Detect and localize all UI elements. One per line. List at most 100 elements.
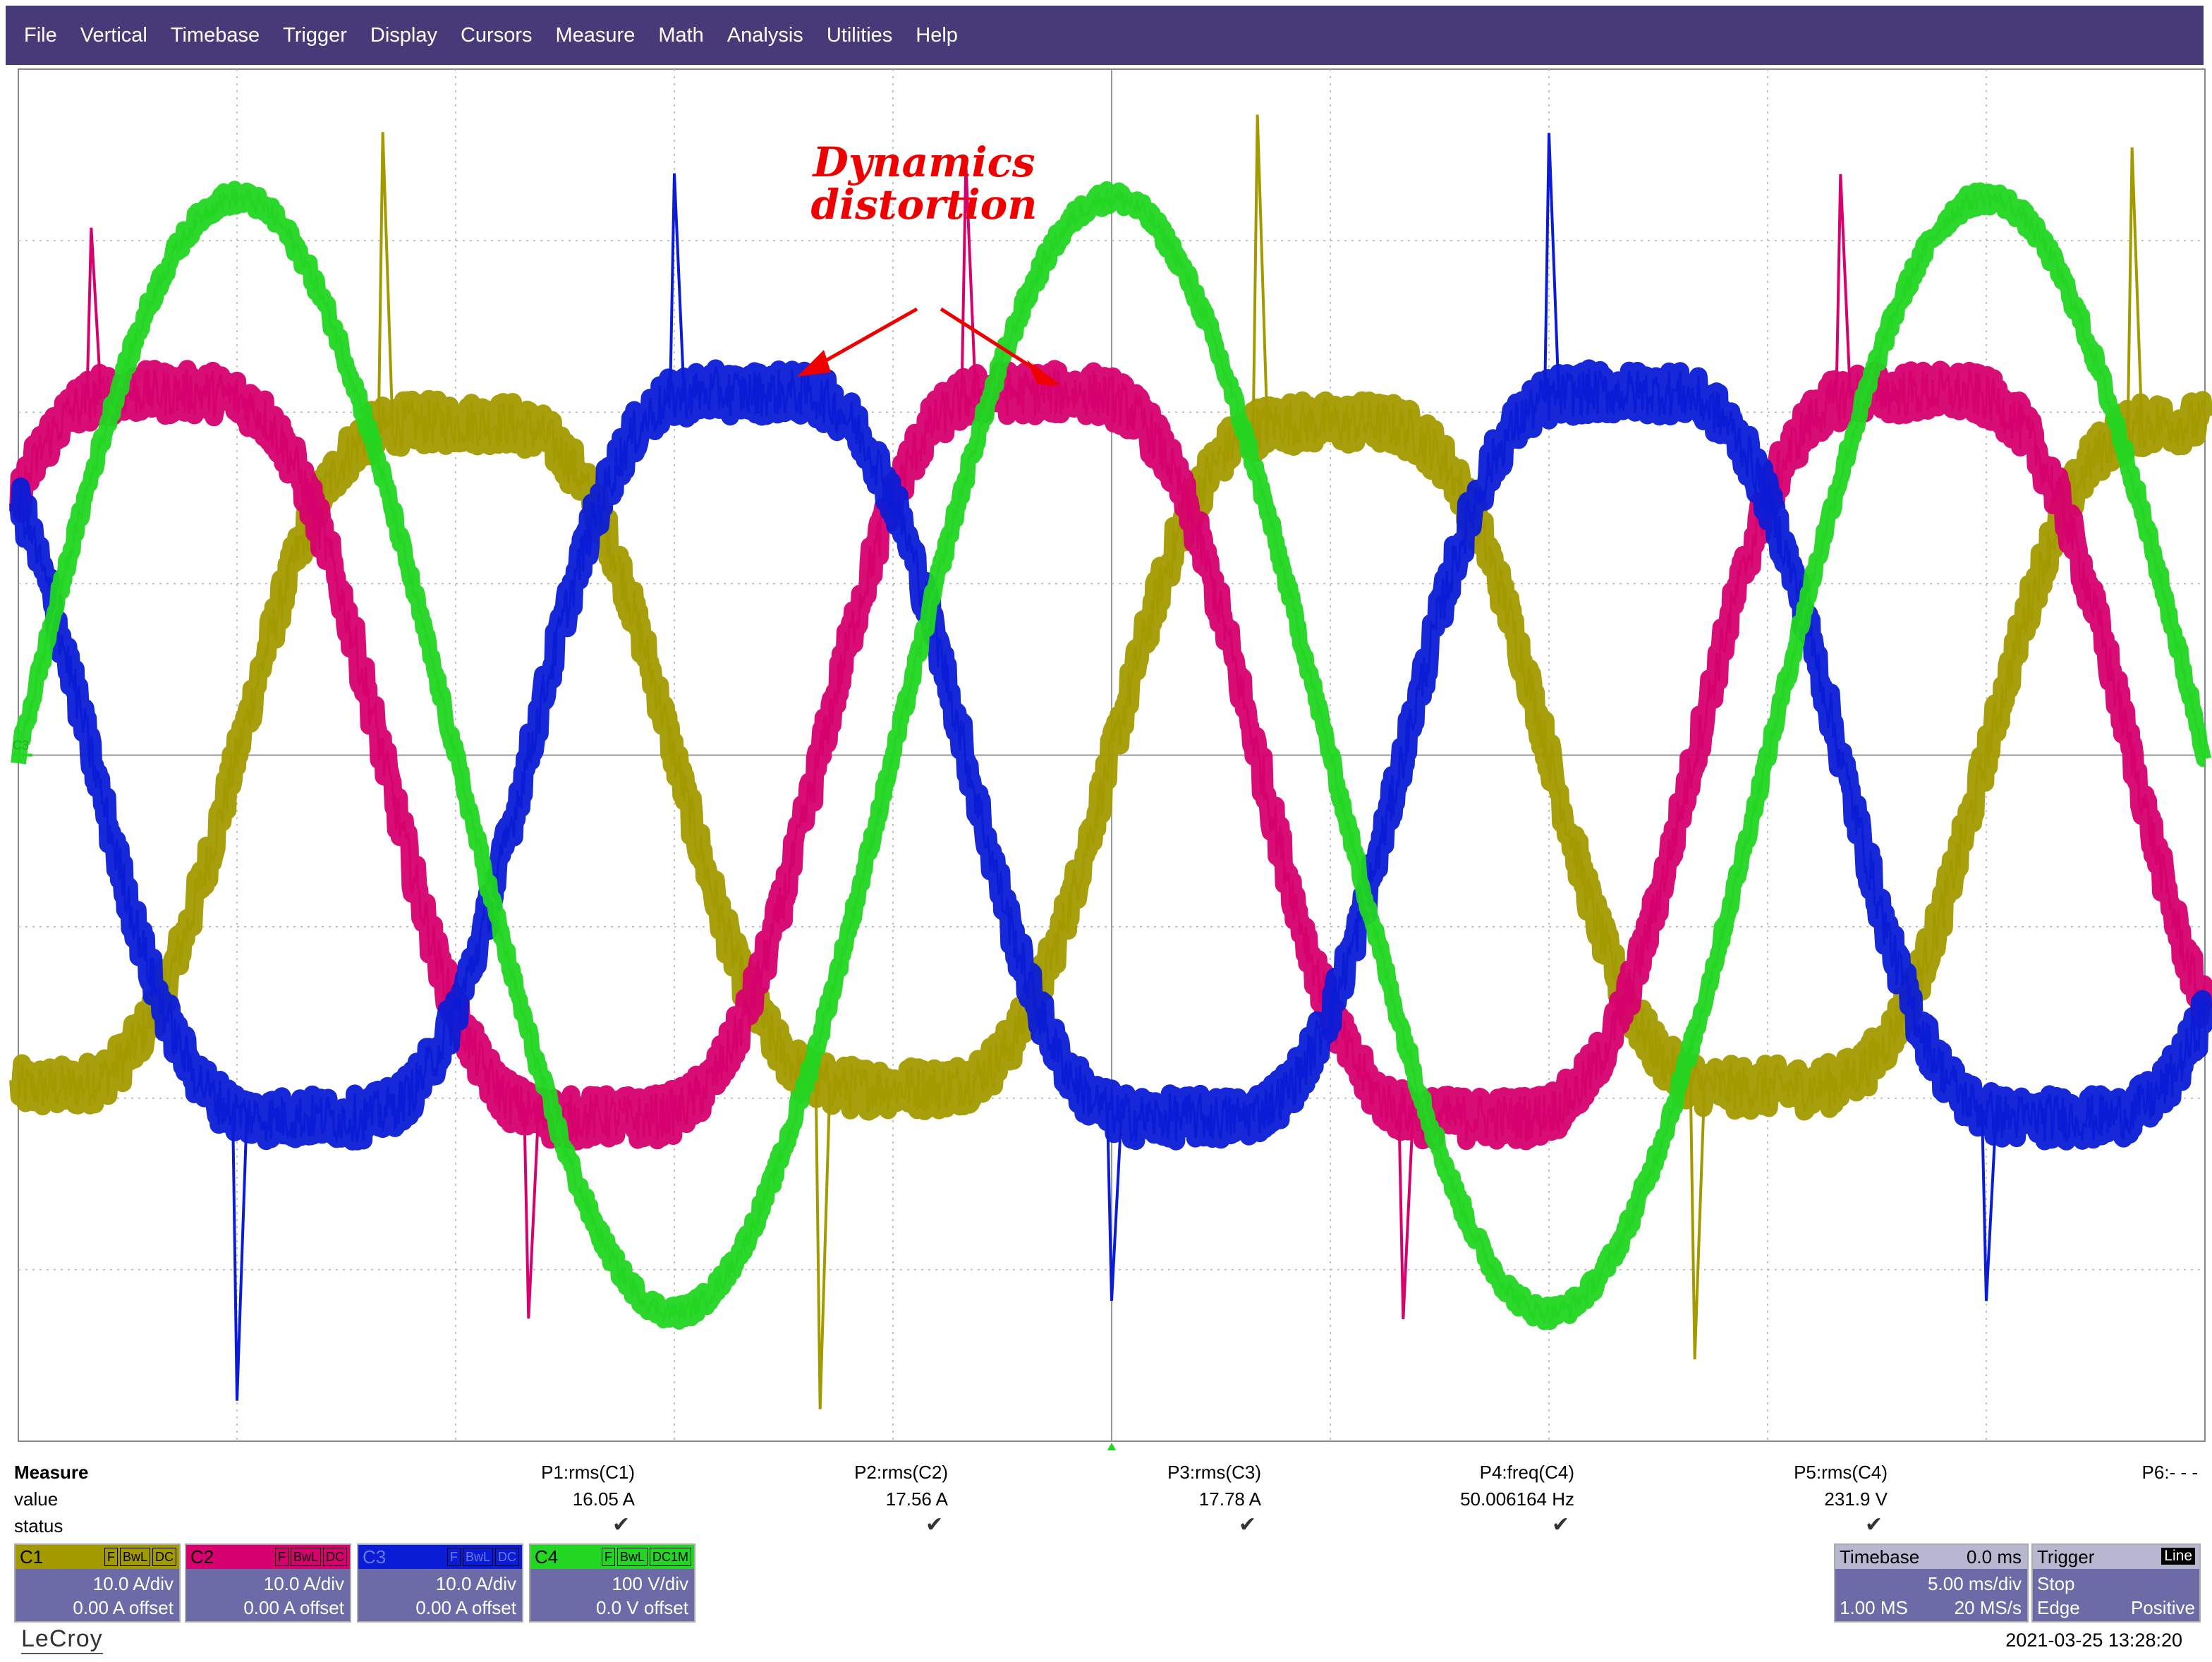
trace-c2-core	[17, 367, 2206, 1142]
status-check-icon: ✔	[925, 1513, 944, 1536]
channel-offset: 0.0 V offset	[595, 1597, 688, 1618]
param-value-2: 17.56 A	[885, 1488, 948, 1510]
channel-ground-marker: C3	[13, 739, 29, 753]
timebase-samples: 1.00 MS	[1840, 1597, 1908, 1618]
measure-table: Measure value status P1:rms(C1) 16.05 A ✔ P…	[0, 1453, 2212, 1538]
spike-c3	[1981, 1111, 1998, 1302]
channel-header: C3 F BwL DC	[358, 1545, 522, 1569]
channel-tag: DC1M	[649, 1548, 691, 1566]
channel-tag: DC	[495, 1548, 519, 1566]
channel-tag: DC	[323, 1548, 347, 1566]
param-name-1[interactable]: P1:rms(C1)	[541, 1462, 635, 1483]
channel-name: C4	[535, 1546, 559, 1567]
date-time: 2021-03-25 13:28:20	[2005, 1630, 2182, 1651]
param-name-6[interactable]: P6:- - -	[2141, 1462, 2198, 1483]
spike-c1	[1251, 114, 1269, 429]
annotation-arrowhead-right-fill	[1027, 360, 1057, 387]
channel-tag: F	[601, 1548, 615, 1566]
spike-c1	[1689, 1081, 1706, 1359]
channel-tag: BwL	[119, 1548, 150, 1566]
status-check-icon: ✔	[612, 1513, 631, 1536]
spike-c2	[1397, 1111, 1415, 1320]
timebase-box[interactable]: Timebase 0.0 ms 5.00 ms/div 1.00 MS 20 M…	[1834, 1543, 2029, 1622]
param-name-2[interactable]: P2:rms(C2)	[854, 1462, 948, 1483]
measure-row-label-value: value	[14, 1488, 59, 1510]
menu-help[interactable]: Help	[916, 24, 958, 47]
channel-tag: BwL	[462, 1548, 493, 1566]
param-value-4: 50.006164 Hz	[1460, 1488, 1574, 1510]
channel-box-c3[interactable]: C3 F BwL DC 10.0 A/div 0.00 A offset	[357, 1543, 523, 1622]
measure-title: Measure	[14, 1462, 89, 1483]
trigger-mode: Stop	[2037, 1573, 2075, 1594]
channel-box-c2[interactable]: C2 F BwL DC 10.0 A/div 0.00 A offset	[185, 1543, 351, 1622]
channel-name: C1	[20, 1546, 44, 1567]
channel-scale: 10.0 A/div	[435, 1573, 516, 1594]
channel-offset: 0.00 A offset	[243, 1597, 344, 1618]
timebase-rate: 20 MS/s	[1954, 1597, 2022, 1618]
param-value-1: 16.05 A	[572, 1488, 635, 1510]
channel-tag: BwL	[616, 1548, 648, 1566]
menu-trigger[interactable]: Trigger	[283, 24, 347, 47]
channel-tag: F	[446, 1548, 461, 1566]
status-check-icon: ✔	[1239, 1513, 1257, 1536]
spike-c3	[669, 173, 686, 399]
menu-display[interactable]: Display	[370, 24, 437, 47]
timebase-scale: 5.00 ms/div	[1928, 1573, 2022, 1594]
channel-header: C4 F BwL DC1M	[530, 1545, 694, 1569]
menu-math[interactable]: Math	[658, 24, 704, 47]
spike-c1	[814, 1081, 832, 1409]
channel-scale: 100 V/div	[612, 1573, 688, 1594]
spike-c2	[85, 227, 103, 399]
channel-header: C1 F BwL DC	[16, 1545, 179, 1569]
lecroy-logo: LeCroy	[21, 1625, 103, 1654]
trigger-type: Edge	[2037, 1597, 2080, 1618]
param-value-5: 231.9 V	[1824, 1488, 1888, 1510]
channel-box-c4[interactable]: C4 F BwL DC1M 100 V/div 0.0 V offset	[529, 1543, 695, 1622]
trace-c3-core	[17, 365, 2206, 1144]
param-value-3: 17.78 A	[1198, 1488, 1261, 1510]
trigger-slope: Positive	[2130, 1597, 2195, 1618]
annotation-line1: Dynamics	[813, 138, 1035, 186]
status-check-icon: ✔	[1865, 1513, 1883, 1536]
channel-tag: BwL	[290, 1548, 321, 1566]
trigger-source: Line	[2161, 1548, 2195, 1565]
channel-scale: 10.0 A/div	[263, 1573, 344, 1594]
param-name-5[interactable]: P5:rms(C4)	[1794, 1462, 1888, 1483]
channel-offset: 0.00 A offset	[73, 1597, 174, 1618]
annotation-arrow-right	[940, 307, 1044, 376]
spike-c2	[523, 1111, 540, 1319]
menu-measure[interactable]: Measure	[555, 24, 636, 47]
channel-tag: DC	[152, 1548, 176, 1566]
menu-vertical[interactable]: Vertical	[80, 24, 147, 47]
channel-tag: F	[104, 1548, 118, 1566]
scope-display: C3	[9, 68, 2212, 1450]
channel-box-c1[interactable]: C1 F BwL DC 10.0 A/div 0.00 A offset	[14, 1543, 181, 1622]
channel-name: C3	[363, 1546, 387, 1567]
menu-timebase[interactable]: Timebase	[170, 24, 260, 47]
channel-header: C2 F BwL DC	[186, 1545, 350, 1569]
menu-utilities[interactable]: Utilities	[826, 24, 893, 47]
spike-c3	[231, 1111, 248, 1401]
param-name-4[interactable]: P4:freq(C4)	[1479, 1462, 1574, 1483]
menu-file[interactable]: File	[24, 24, 57, 47]
spike-c1	[377, 132, 394, 429]
menu-bar: File Vertical Timebase Trigger Display Cursor…	[6, 6, 2204, 65]
channel-offset: 0.00 A offset	[415, 1597, 516, 1618]
spike-c2	[960, 164, 978, 399]
channel-tag: F	[274, 1548, 288, 1566]
annotation-arrow-left	[808, 307, 918, 372]
menu-analysis[interactable]: Analysis	[727, 24, 803, 47]
param-name-3[interactable]: P3:rms(C3)	[1167, 1462, 1261, 1483]
annotation-arrowhead-left	[797, 350, 831, 377]
spike-c1	[2126, 147, 2144, 429]
annotation-line2: distortion	[810, 181, 1038, 229]
trigger-box[interactable]: Trigger Line Stop Edge Positive	[2031, 1543, 2201, 1622]
trigger-position-marker	[1107, 1443, 1117, 1450]
menu-cursors[interactable]: Cursors	[460, 24, 533, 47]
trigger-label: Trigger	[2037, 1546, 2095, 1567]
trace-c1-core	[17, 398, 2206, 1113]
distortion-annotation: Dynamics distortion	[797, 141, 1051, 226]
spike-c2	[1835, 174, 1852, 399]
measure-row-label-status: status	[14, 1515, 63, 1536]
channel-name: C2	[190, 1546, 214, 1567]
